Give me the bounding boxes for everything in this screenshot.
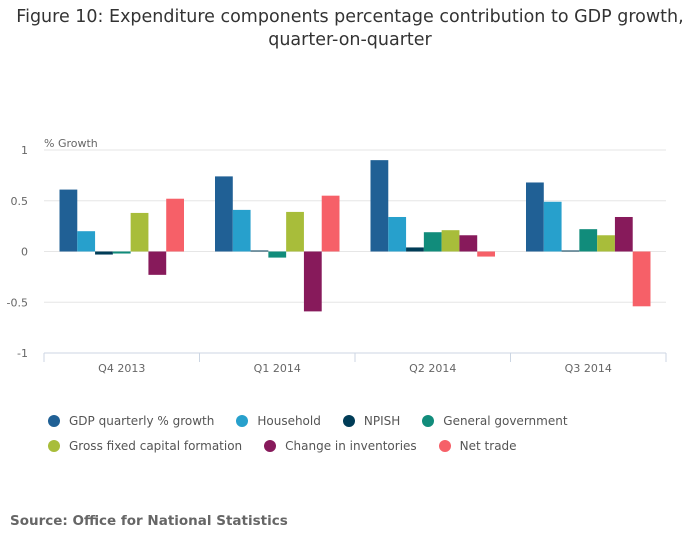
legend-label: Change in inventories [285, 438, 417, 453]
legend-row: GDP quarterly % growth Household NPISH Gene… [48, 408, 668, 433]
legend: GDP quarterly % growth Household NPISH Gene… [48, 408, 668, 458]
legend-label: Gross fixed capital formation [69, 438, 243, 453]
legend-item[interactable]: Change in inventories [264, 439, 417, 453]
x-tick-label: Q3 2014 [565, 362, 612, 375]
bar [232, 209, 251, 252]
y-tick-label: -0.5 [7, 296, 28, 309]
y-axis-title: % Growth [44, 137, 98, 150]
legend-marker-icon [48, 414, 60, 427]
y-tick-label: 0.5 [11, 195, 29, 208]
legend-marker-icon [438, 439, 451, 452]
legend-label: Net trade [459, 438, 517, 453]
bar [543, 201, 562, 252]
y-tick-label: 1 [21, 144, 28, 157]
legend-label: GDP quarterly % growth [69, 413, 215, 428]
x-tick-label: Q4 2013 [98, 362, 145, 375]
bar [59, 189, 78, 252]
bar [112, 251, 131, 254]
legend-label: Household [257, 413, 321, 428]
legend-marker-icon [236, 414, 249, 427]
bar [250, 250, 269, 252]
legend-marker-icon [422, 414, 435, 427]
bar [286, 211, 304, 252]
bar [130, 212, 149, 252]
bar [268, 251, 287, 258]
legend-item[interactable]: Net trade [438, 438, 517, 453]
legend-item[interactable]: Gross fixed capital formation [48, 439, 242, 453]
bar [632, 251, 651, 307]
bar [579, 229, 598, 252]
bar [77, 231, 96, 252]
chart-title: Figure 10: Expenditure components percen… [16, 7, 684, 50]
bar [148, 251, 167, 275]
y-tick-label: -1 [17, 347, 28, 360]
legend-marker-icon [264, 439, 277, 452]
bar [215, 176, 233, 252]
legend-row: Gross fixed capital formation Change in i… [48, 433, 668, 458]
bar [370, 160, 389, 252]
bars [59, 160, 651, 312]
x-axis: Q4 2013 Q1 2014 Q2 2014 Q3 2014 [43, 352, 667, 375]
bar [597, 235, 615, 252]
legend-item[interactable]: Household [236, 414, 321, 428]
bar [526, 182, 544, 252]
x-tick-label: Q2 2014 [409, 362, 456, 375]
bar [388, 216, 407, 252]
legend-label: General government [443, 413, 568, 428]
bar [477, 251, 495, 257]
bar [95, 251, 113, 255]
legend-item[interactable]: NPISH [342, 413, 401, 428]
bar [459, 235, 478, 252]
x-tick-label: Q1 2014 [254, 362, 301, 375]
legend-marker-icon [48, 439, 60, 452]
bar [423, 232, 442, 252]
y-axis-ticks: 1 0.5 0 -0.5 -1 [7, 144, 28, 360]
legend-item[interactable]: General government [422, 413, 568, 428]
legend-marker-icon [342, 414, 355, 427]
bar [303, 251, 322, 312]
bar [166, 198, 184, 252]
y-tick-label: 0 [21, 246, 28, 259]
legend-label: NPISH [363, 413, 401, 428]
legend-item[interactable]: GDP quarterly % growth [48, 414, 214, 428]
bar [561, 250, 580, 252]
bar [614, 216, 633, 252]
bar [321, 195, 340, 252]
source-note: Source: Office for National Statistics [10, 513, 288, 529]
bar-chart: 1 0.5 0 -0.5 -1 % Growth Q4 2013 Q1 2014 Q2 20… [7, 137, 667, 375]
bar [406, 247, 424, 252]
bar [441, 230, 460, 252]
